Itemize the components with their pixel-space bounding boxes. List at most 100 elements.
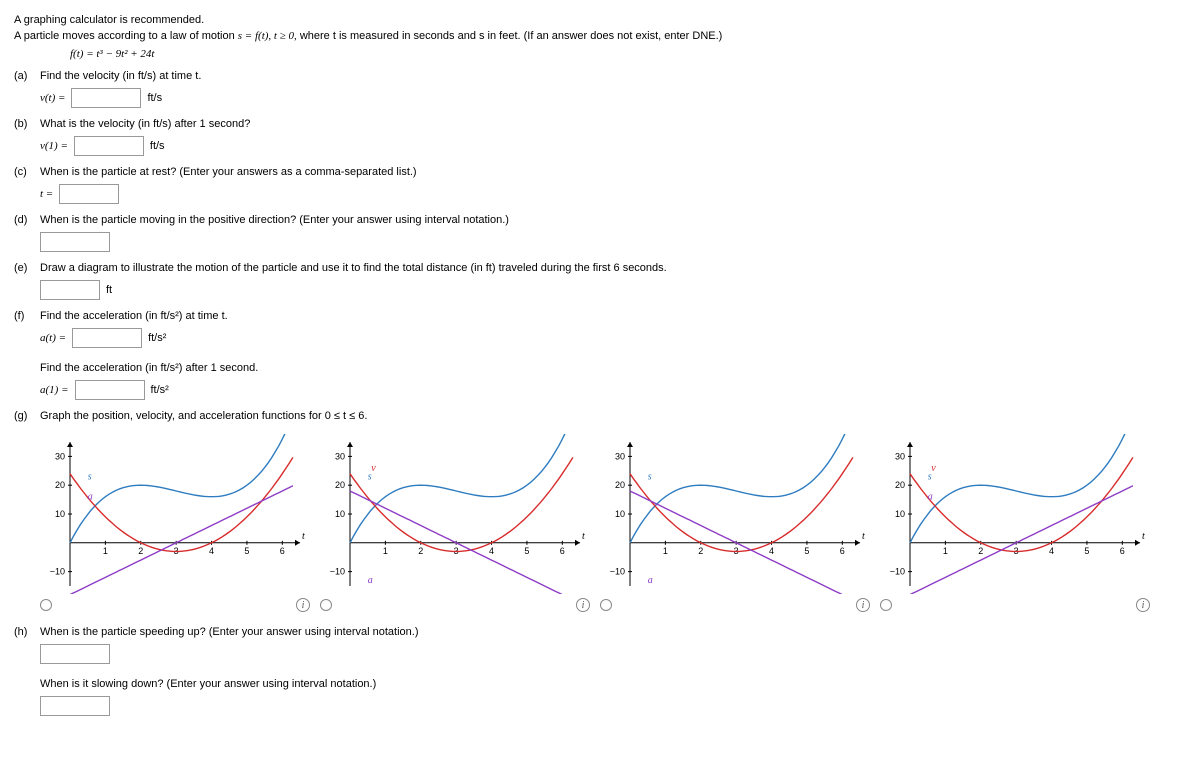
svg-text:v: v bbox=[931, 463, 936, 474]
part-f: (f) Find the acceleration (in ft/s²) at … bbox=[14, 310, 1186, 400]
chart-radio-3[interactable] bbox=[880, 599, 892, 611]
part-c: (c) When is the particle at rest? (Enter… bbox=[14, 166, 1186, 204]
part-c-label: (c) bbox=[14, 166, 40, 178]
svg-text:30: 30 bbox=[55, 451, 65, 461]
intro-post: where t is measured in seconds and s in … bbox=[300, 30, 723, 42]
info-icon[interactable]: i bbox=[856, 598, 870, 612]
svg-text:20: 20 bbox=[335, 480, 345, 490]
svg-text:2: 2 bbox=[698, 546, 703, 556]
part-a-input[interactable] bbox=[71, 88, 141, 108]
info-icon[interactable]: i bbox=[296, 598, 310, 612]
part-e-unit: ft bbox=[106, 284, 112, 296]
chart-1: 123456−10102030tsva bbox=[320, 434, 590, 594]
chart-radio-0[interactable] bbox=[40, 599, 52, 611]
part-g-text: Graph the position, velocity, and accele… bbox=[40, 410, 1186, 422]
part-d-text: When is the particle moving in the posit… bbox=[40, 214, 1186, 226]
part-f-lhs1: a(t) = bbox=[40, 332, 66, 344]
part-a-label: (a) bbox=[14, 70, 40, 82]
svg-text:−10: −10 bbox=[330, 567, 345, 577]
part-b-lhs: v(1) = bbox=[40, 140, 68, 152]
part-f-input2[interactable] bbox=[75, 380, 145, 400]
chart-radio-2[interactable] bbox=[600, 599, 612, 611]
intro-eq-inline: s = f(t), t ≥ 0, bbox=[238, 30, 297, 42]
part-f-text2: Find the acceleration (in ft/s²) after 1… bbox=[40, 362, 1186, 374]
svg-text:20: 20 bbox=[615, 480, 625, 490]
part-e-text: Draw a diagram to illustrate the motion … bbox=[40, 262, 1186, 274]
part-c-lhs: t = bbox=[40, 188, 53, 200]
info-icon[interactable]: i bbox=[576, 598, 590, 612]
intro-line-1: A graphing calculator is recommended. bbox=[14, 14, 1186, 26]
chart-radio-1[interactable] bbox=[320, 599, 332, 611]
svg-text:5: 5 bbox=[804, 546, 809, 556]
intro-line-2: A particle moves according to a law of m… bbox=[14, 30, 1186, 42]
svg-text:5: 5 bbox=[244, 546, 249, 556]
svg-text:6: 6 bbox=[1120, 546, 1125, 556]
chart-row: 123456−10102030tsai123456−10102030tsvai1… bbox=[40, 434, 1186, 612]
svg-text:4: 4 bbox=[1049, 546, 1054, 556]
svg-text:5: 5 bbox=[1084, 546, 1089, 556]
svg-text:10: 10 bbox=[895, 509, 905, 519]
svg-text:1: 1 bbox=[663, 546, 668, 556]
svg-text:a: a bbox=[928, 492, 933, 503]
svg-text:1: 1 bbox=[943, 546, 948, 556]
svg-text:30: 30 bbox=[615, 451, 625, 461]
svg-text:2: 2 bbox=[978, 546, 983, 556]
chart-3: 123456−10102030tsva bbox=[880, 434, 1150, 594]
info-icon[interactable]: i bbox=[1136, 598, 1150, 612]
chart-option-0: 123456−10102030tsai bbox=[40, 434, 310, 612]
part-b-label: (b) bbox=[14, 118, 40, 130]
part-a: (a) Find the velocity (in ft/s) at time … bbox=[14, 70, 1186, 108]
part-b-input[interactable] bbox=[74, 136, 144, 156]
part-d-input[interactable] bbox=[40, 232, 110, 252]
part-f-lhs2: a(1) = bbox=[40, 384, 69, 396]
chart-option-2: 123456−10102030tsai bbox=[600, 434, 870, 612]
svg-text:20: 20 bbox=[895, 480, 905, 490]
svg-text:a: a bbox=[648, 575, 653, 586]
svg-text:s: s bbox=[648, 471, 652, 482]
part-d: (d) When is the particle moving in the p… bbox=[14, 214, 1186, 252]
svg-text:2: 2 bbox=[138, 546, 143, 556]
svg-text:5: 5 bbox=[524, 546, 529, 556]
svg-text:a: a bbox=[368, 575, 373, 586]
svg-text:t: t bbox=[302, 531, 305, 542]
svg-text:10: 10 bbox=[615, 509, 625, 519]
part-h-label: (h) bbox=[14, 626, 40, 638]
part-h-input2[interactable] bbox=[40, 696, 110, 716]
part-e-input[interactable] bbox=[40, 280, 100, 300]
svg-text:t: t bbox=[862, 531, 865, 542]
svg-text:−10: −10 bbox=[890, 567, 905, 577]
main-equation: f(t) = t³ − 9t² + 24t bbox=[70, 48, 1186, 60]
svg-text:4: 4 bbox=[769, 546, 774, 556]
svg-text:6: 6 bbox=[280, 546, 285, 556]
svg-text:6: 6 bbox=[840, 546, 845, 556]
part-a-text: Find the velocity (in ft/s) at time t. bbox=[40, 70, 1186, 82]
svg-text:10: 10 bbox=[335, 509, 345, 519]
part-f-label: (f) bbox=[14, 310, 40, 322]
part-f-input1[interactable] bbox=[72, 328, 142, 348]
svg-text:4: 4 bbox=[489, 546, 494, 556]
chart-option-1: 123456−10102030tsvai bbox=[320, 434, 590, 612]
part-f-unit2: ft/s² bbox=[151, 384, 169, 396]
svg-text:6: 6 bbox=[560, 546, 565, 556]
part-h: (h) When is the particle speeding up? (E… bbox=[14, 626, 1186, 716]
intro-pre: A particle moves according to a law of m… bbox=[14, 30, 238, 42]
svg-text:−10: −10 bbox=[610, 567, 625, 577]
part-g-label: (g) bbox=[14, 410, 40, 422]
chart-0: 123456−10102030tsa bbox=[40, 434, 310, 594]
part-h-text1: When is the particle speeding up? (Enter… bbox=[40, 626, 1186, 638]
part-b: (b) What is the velocity (in ft/s) after… bbox=[14, 118, 1186, 156]
part-b-text: What is the velocity (in ft/s) after 1 s… bbox=[40, 118, 1186, 130]
svg-text:1: 1 bbox=[383, 546, 388, 556]
part-b-unit: ft/s bbox=[150, 140, 165, 152]
svg-text:2: 2 bbox=[418, 546, 423, 556]
part-d-label: (d) bbox=[14, 214, 40, 226]
part-a-unit: ft/s bbox=[147, 92, 162, 104]
svg-text:30: 30 bbox=[335, 451, 345, 461]
part-c-input[interactable] bbox=[59, 184, 119, 204]
part-f-text1: Find the acceleration (in ft/s²) at time… bbox=[40, 310, 1186, 322]
svg-text:4: 4 bbox=[209, 546, 214, 556]
part-h-input1[interactable] bbox=[40, 644, 110, 664]
part-f-unit1: ft/s² bbox=[148, 332, 166, 344]
svg-text:s: s bbox=[88, 471, 92, 482]
svg-text:10: 10 bbox=[55, 509, 65, 519]
